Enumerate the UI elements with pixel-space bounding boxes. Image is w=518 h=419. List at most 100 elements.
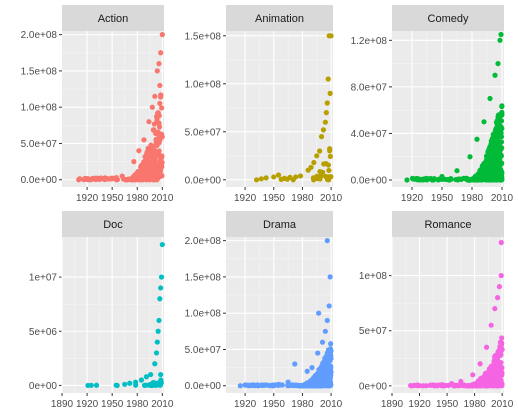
data-point [157,296,163,302]
data-point [496,132,502,138]
data-point [311,381,317,387]
x-tick-label: 2010 [491,193,514,204]
data-point [498,272,504,279]
x-tick-label: 1920 [76,193,99,204]
data-point [327,371,333,377]
data-point [324,317,330,324]
data-point [157,82,163,89]
data-point [159,241,165,248]
data-point [93,382,100,388]
data-point [320,360,326,366]
y-tick-label: 0.0e+00 [185,381,222,392]
x-tick-label: 1950 [263,193,286,204]
data-point [305,383,311,389]
data-point [483,157,489,163]
y-tick-label: 0.0e+00 [21,175,58,186]
data-point [314,377,320,383]
data-point [151,127,157,133]
data-point [468,177,474,183]
data-point [499,103,505,109]
data-point [304,368,310,374]
data-point [321,368,327,375]
data-point [424,176,430,182]
data-point [485,149,491,155]
data-point [271,174,277,180]
data-point [493,177,500,183]
x-tick-label: 1920 [408,399,431,410]
data-point [317,168,323,175]
data-point [247,382,253,388]
data-point [487,371,493,377]
data-point [155,328,161,334]
y-tick-label: 5.0e+07 [21,139,58,150]
data-point [154,339,160,345]
y-tick-label: 1e+08 [359,271,388,282]
x-tick-label: 1980 [461,193,484,204]
data-point [309,365,315,371]
facet-strip-label: Drama [263,219,297,231]
data-point [478,375,484,381]
data-point [427,382,434,388]
data-point [318,375,325,381]
data-point [87,177,94,183]
facet-strip [226,211,333,237]
data-point [420,176,426,183]
data-point [454,168,460,174]
data-point [152,93,158,99]
data-point [159,105,165,111]
data-point [158,371,164,378]
data-point [481,119,487,125]
data-point [281,175,287,181]
x-tick-label: 1920 [234,399,257,410]
data-point [153,174,159,180]
x-tick-label: 2010 [151,399,174,410]
data-point [326,379,332,385]
data-point [263,175,269,181]
data-point [158,172,164,178]
facet-strip-label: Animation [255,13,304,25]
x-tick-label: 1950 [431,193,454,204]
data-point [463,175,469,181]
facet-panel-drama: Drama 0.0e+00 5.0e+07 1.0e+08 1.5e+08 2.0e+08… [185,211,343,410]
data-point [145,172,151,179]
data-point [327,274,333,280]
data-point [307,378,313,385]
x-tick-label: 1980 [291,193,314,204]
facet-strip [62,5,164,31]
data-point [458,378,464,385]
x-tick-label: 1920 [76,399,99,410]
data-point [142,158,149,164]
data-point [326,303,332,309]
y-tick-label: 0.0e+00 [185,175,222,186]
data-point [494,161,500,167]
data-point [138,164,144,170]
data-point [498,359,504,366]
x-tick-label: 1980 [126,399,149,410]
data-point [327,363,333,369]
facet-strip-label: Action [98,13,129,25]
data-point [314,175,320,182]
facet-panel-action: Action 0.0e+00 5.0e+07 1.0e+08 1.5e+08 2.0e+0… [21,5,174,204]
x-tick-label: 1980 [126,193,149,204]
data-point [297,173,304,179]
data-point [486,177,492,183]
data-point [497,37,503,43]
data-point [292,361,298,367]
data-point [327,90,333,96]
data-point [499,171,505,177]
panel-background [62,237,164,393]
data-point [496,142,502,148]
data-point [499,340,505,346]
panel-background [226,237,333,393]
facet-strip [392,5,504,31]
facet-panel-animation: Animation 0.0e+00 5.0e+07 1.0e+08 1.5e+08 192… [185,5,343,204]
data-point [328,348,334,355]
data-point [149,104,155,110]
data-point [155,135,162,141]
x-tick-label: 1890 [381,399,404,410]
data-point [155,110,161,116]
y-tick-label: 1.2e+08 [351,36,388,47]
data-point [322,119,328,125]
x-tick-label: 1950 [101,193,124,204]
data-point [147,145,153,151]
